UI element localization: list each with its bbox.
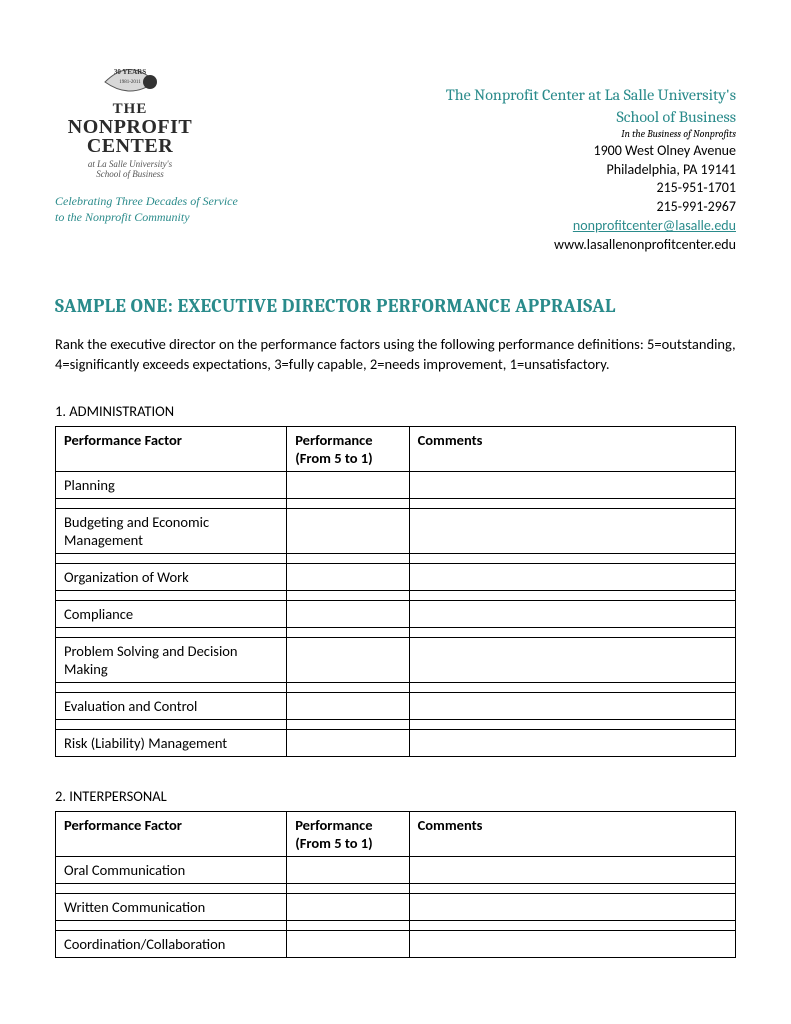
org-address-2: Philadelphia, PA 19141: [446, 161, 736, 180]
factor-cell: Problem Solving and Decision Making: [56, 638, 287, 683]
factor-cell: Budgeting and Economic Management: [56, 509, 287, 554]
comments-cell[interactable]: [409, 601, 735, 628]
spacer-row: [56, 683, 736, 693]
org-contact-block: The Nonprofit Center at La Salle Univers…: [446, 85, 736, 255]
org-title-line-1: The Nonprofit Center at La Salle Univers…: [446, 85, 736, 107]
org-logo: 30 YEARS 1981-2011 THE NONPROFIT CENTER …: [55, 40, 205, 190]
col-header-comments: Comments: [409, 427, 735, 472]
performance-cell[interactable]: [287, 857, 409, 884]
performance-cell[interactable]: [287, 894, 409, 921]
spacer-row: [56, 720, 736, 730]
table-row: Coordination/Collaboration: [56, 931, 736, 958]
logo-subtext-1: at La Salle University's: [88, 159, 172, 169]
performance-cell[interactable]: [287, 564, 409, 591]
org-title-line-2: School of Business: [446, 107, 736, 129]
table-row: Written Communication: [56, 894, 736, 921]
section-label-2: 2. INTERPERSONAL: [55, 787, 736, 805]
comments-cell[interactable]: [409, 509, 735, 554]
logo-badge-icon: 30 YEARS 1981-2011: [95, 52, 165, 97]
table-row: Evaluation and Control: [56, 693, 736, 720]
factor-cell: Oral Communication: [56, 857, 287, 884]
org-subtitle: In the Business of Nonprofits: [446, 128, 736, 142]
table-row: Problem Solving and Decision Making: [56, 638, 736, 683]
logo-text-line1: NONPROFIT: [68, 118, 193, 137]
comments-cell[interactable]: [409, 693, 735, 720]
comments-cell[interactable]: [409, 857, 735, 884]
performance-cell[interactable]: [287, 638, 409, 683]
logo-subtext-2: School of Business: [96, 169, 164, 179]
org-web: www.lasallenonprofitcenter.edu: [446, 236, 736, 255]
factor-cell: Risk (Liability) Management: [56, 730, 287, 757]
factor-cell: Organization of Work: [56, 564, 287, 591]
instructions-text: Rank the executive director on the perfo…: [55, 335, 736, 374]
performance-cell[interactable]: [287, 931, 409, 958]
table-row: Budgeting and Economic Management: [56, 509, 736, 554]
table-row: Risk (Liability) Management: [56, 730, 736, 757]
performance-cell[interactable]: [287, 472, 409, 499]
spacer-row: [56, 921, 736, 931]
performance-cell[interactable]: [287, 693, 409, 720]
logo-block: 30 YEARS 1981-2011 THE NONPROFIT CENTER …: [55, 40, 238, 225]
comments-cell[interactable]: [409, 894, 735, 921]
table-interpersonal: Performance Factor Performance (From 5 t…: [55, 811, 736, 958]
spacer-row: [56, 554, 736, 564]
tagline-line-1: Celebrating Three Decades of Service: [55, 194, 238, 210]
factor-cell: Compliance: [56, 601, 287, 628]
col-header-performance: Performance (From 5 to 1): [287, 427, 409, 472]
comments-cell[interactable]: [409, 730, 735, 757]
comments-cell[interactable]: [409, 638, 735, 683]
tagline-line-2: to the Nonprofit Community: [55, 210, 238, 226]
logo-text-the: THE: [113, 101, 148, 118]
table-administration: Performance Factor Performance (From 5 t…: [55, 426, 736, 757]
table-row: Organization of Work: [56, 564, 736, 591]
org-address-1: 1900 West Olney Avenue: [446, 142, 736, 161]
logo-text-line2: CENTER: [87, 137, 173, 156]
performance-cell[interactable]: [287, 601, 409, 628]
col-header-comments: Comments: [409, 812, 735, 857]
col-header-factor: Performance Factor: [56, 812, 287, 857]
table-header-row: Performance Factor Performance (From 5 t…: [56, 427, 736, 472]
factor-cell: Planning: [56, 472, 287, 499]
performance-cell[interactable]: [287, 509, 409, 554]
document-title: SAMPLE ONE: EXECUTIVE DIRECTOR PERFORMAN…: [55, 295, 736, 317]
svg-text:30 YEARS: 30 YEARS: [114, 68, 146, 76]
comments-cell[interactable]: [409, 564, 735, 591]
factor-cell: Evaluation and Control: [56, 693, 287, 720]
org-phone-2: 215-991-2967: [446, 198, 736, 217]
spacer-row: [56, 628, 736, 638]
page-header: 30 YEARS 1981-2011 THE NONPROFIT CENTER …: [55, 40, 736, 255]
table-header-row: Performance Factor Performance (From 5 t…: [56, 812, 736, 857]
table-row: Oral Communication: [56, 857, 736, 884]
comments-cell[interactable]: [409, 472, 735, 499]
spacer-row: [56, 591, 736, 601]
org-phone-1: 215-951-1701: [446, 179, 736, 198]
factor-cell: Written Communication: [56, 894, 287, 921]
col-header-performance: Performance (From 5 to 1): [287, 812, 409, 857]
section-label-1: 1. ADMINISTRATION: [55, 402, 736, 420]
org-email: nonprofitcenter@lasalle.edu: [446, 217, 736, 236]
tagline: Celebrating Three Decades of Service to …: [55, 194, 238, 225]
spacer-row: [56, 499, 736, 509]
comments-cell[interactable]: [409, 931, 735, 958]
performance-cell[interactable]: [287, 730, 409, 757]
spacer-row: [56, 884, 736, 894]
table-row: Planning: [56, 472, 736, 499]
svg-text:1981-2011: 1981-2011: [119, 80, 141, 85]
factor-cell: Coordination/Collaboration: [56, 931, 287, 958]
col-header-factor: Performance Factor: [56, 427, 287, 472]
table-row: Compliance: [56, 601, 736, 628]
